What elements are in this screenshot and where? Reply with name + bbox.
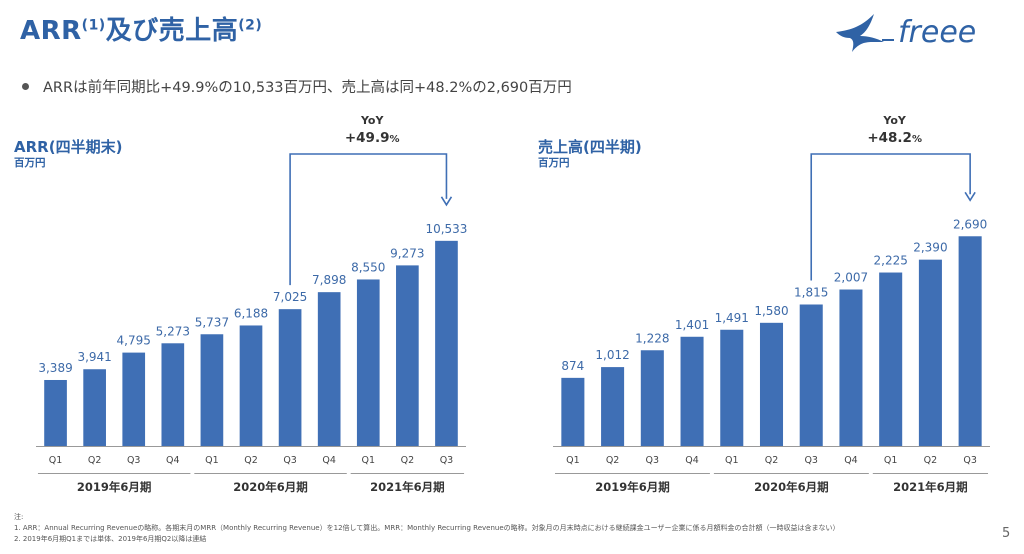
arr-yoy-number: +49.9 <box>345 130 390 146</box>
arr-bar-3 <box>161 343 185 446</box>
arr-yoy-percent: % <box>389 134 399 145</box>
arr-value-label-2: 4,795 <box>117 334 151 348</box>
footnote-heading: 注: <box>14 513 24 521</box>
title-footnote-2: (2) <box>238 17 263 34</box>
arr-group-label-2: 2021年6月期 <box>370 480 445 494</box>
arr-group-label-0: 2019年6月期 <box>77 480 152 494</box>
arr-tick-label-0: Q1 <box>49 455 63 466</box>
footnote-2: 2. 2019年6月期Q1までは単体、2019年6月期Q2以降は連結 <box>14 535 207 543</box>
summary-bullet: ARRは前年同期比+49.9%の10,533百万円、売上高は同+48.2%の2,… <box>22 76 572 97</box>
arr-tick-label-10: Q3 <box>440 455 454 466</box>
revenue-chart-title: 売上高(四半期) <box>538 138 642 156</box>
title-rest: 及び売上高 <box>105 16 239 46</box>
arr-tick-label-5: Q2 <box>244 455 258 466</box>
arr-bar-6 <box>278 309 302 446</box>
arr-value-label-1: 3,941 <box>77 350 111 364</box>
arr-tick-label-4: Q1 <box>205 455 219 466</box>
arr-bar-10 <box>435 240 458 446</box>
arr-tick-label-7: Q4 <box>322 455 336 466</box>
title-footnote-1: (1) <box>81 17 106 34</box>
arr-value-label-0: 3,389 <box>38 361 72 375</box>
arr-value-label-10: 10,533 <box>425 222 467 236</box>
arr-yoy-label: YoY <box>360 114 385 127</box>
arr-bar-4 <box>200 334 224 446</box>
arr-bar-9 <box>396 265 419 446</box>
arr-tick-label-3: Q4 <box>166 455 180 466</box>
arr-bar-5 <box>239 325 263 446</box>
arr-bar-1 <box>83 369 106 446</box>
arr-value-label-5: 6,188 <box>234 306 268 320</box>
logo-wordmark: freee <box>898 15 976 50</box>
arr-tick-label-9: Q2 <box>401 455 415 466</box>
bird-icon <box>836 14 884 52</box>
arr-chart-title: ARR(四半期末) <box>14 138 123 156</box>
footnotes: 注: 1. ARR：Annual Recurring Revenueの略称。各期… <box>14 512 840 545</box>
arr-bar-8 <box>356 279 380 446</box>
arr-group-label-1: 2020年6月期 <box>233 480 308 494</box>
arr-yoy-bracket <box>289 153 448 286</box>
arr-tick-label-1: Q2 <box>88 455 102 466</box>
arr-value-label-9: 9,273 <box>390 246 424 260</box>
footnote-1: 1. ARR：Annual Recurring Revenueの略称。各期末月の… <box>14 524 840 532</box>
summary-text: ARRは前年同期比+49.9%の10,533百万円、売上高は同+48.2%の2,… <box>43 80 572 96</box>
arr-bar-0 <box>44 379 67 446</box>
freee-logo: freee <box>836 14 976 52</box>
revenue-chart-unit: 百万円 <box>538 157 570 169</box>
arr-chart-unit: 百万円 <box>14 157 46 169</box>
arr-value-label-8: 8,550 <box>351 260 385 274</box>
arr-value-label-3: 5,273 <box>156 324 190 338</box>
title-main: ARR <box>20 16 82 46</box>
arr-value-label-7: 7,898 <box>312 273 346 287</box>
arr-value-label-6: 7,025 <box>273 290 307 304</box>
arr-tick-label-6: Q3 <box>283 455 297 466</box>
arr-yoy-value: +49.9% <box>345 130 400 146</box>
arr-bar-2 <box>122 352 146 446</box>
arr-yoy-arrow-icon <box>440 196 453 207</box>
arr-value-label-4: 5,737 <box>195 315 229 329</box>
bullet-dot <box>22 82 29 90</box>
arr-tick-label-8: Q1 <box>362 455 376 466</box>
arr-bar-7 <box>317 292 341 446</box>
page-title: ARR(1)及び売上高(2) <box>20 10 262 47</box>
arr-tick-label-2: Q3 <box>127 455 141 466</box>
page-number: 5 <box>1002 526 1011 541</box>
